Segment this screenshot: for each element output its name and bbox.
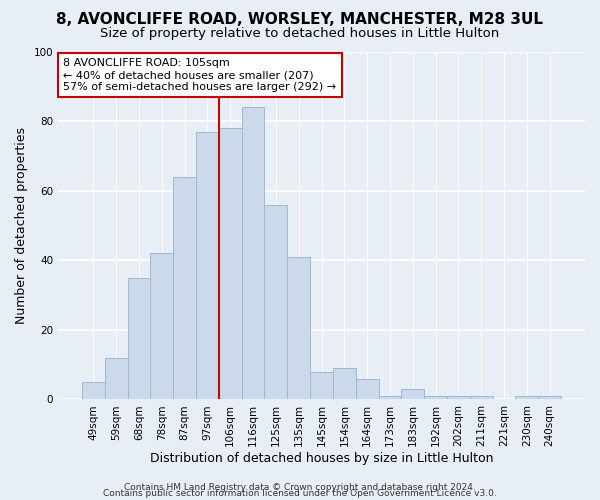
Bar <box>401 389 424 400</box>
Text: 8 AVONCLIFFE ROAD: 105sqm
← 40% of detached houses are smaller (207)
57% of semi: 8 AVONCLIFFE ROAD: 105sqm ← 40% of detac… <box>64 58 337 92</box>
Bar <box>265 204 287 400</box>
Bar <box>470 396 493 400</box>
Bar <box>105 358 128 400</box>
Bar <box>196 132 219 400</box>
Bar <box>242 107 265 400</box>
Text: Size of property relative to detached houses in Little Hulton: Size of property relative to detached ho… <box>100 28 500 40</box>
X-axis label: Distribution of detached houses by size in Little Hulton: Distribution of detached houses by size … <box>150 452 493 465</box>
Text: Contains public sector information licensed under the Open Government Licence v3: Contains public sector information licen… <box>103 490 497 498</box>
Bar <box>173 177 196 400</box>
Bar <box>82 382 105 400</box>
Y-axis label: Number of detached properties: Number of detached properties <box>15 127 28 324</box>
Bar <box>287 257 310 400</box>
Bar <box>310 372 333 400</box>
Text: 8, AVONCLIFFE ROAD, WORSLEY, MANCHESTER, M28 3UL: 8, AVONCLIFFE ROAD, WORSLEY, MANCHESTER,… <box>56 12 544 28</box>
Bar <box>333 368 356 400</box>
Bar <box>219 128 242 400</box>
Text: Contains HM Land Registry data © Crown copyright and database right 2024.: Contains HM Land Registry data © Crown c… <box>124 484 476 492</box>
Bar <box>151 254 173 400</box>
Bar <box>447 396 470 400</box>
Bar <box>538 396 561 400</box>
Bar <box>128 278 151 400</box>
Bar <box>515 396 538 400</box>
Bar <box>379 396 401 400</box>
Bar <box>356 378 379 400</box>
Bar <box>424 396 447 400</box>
